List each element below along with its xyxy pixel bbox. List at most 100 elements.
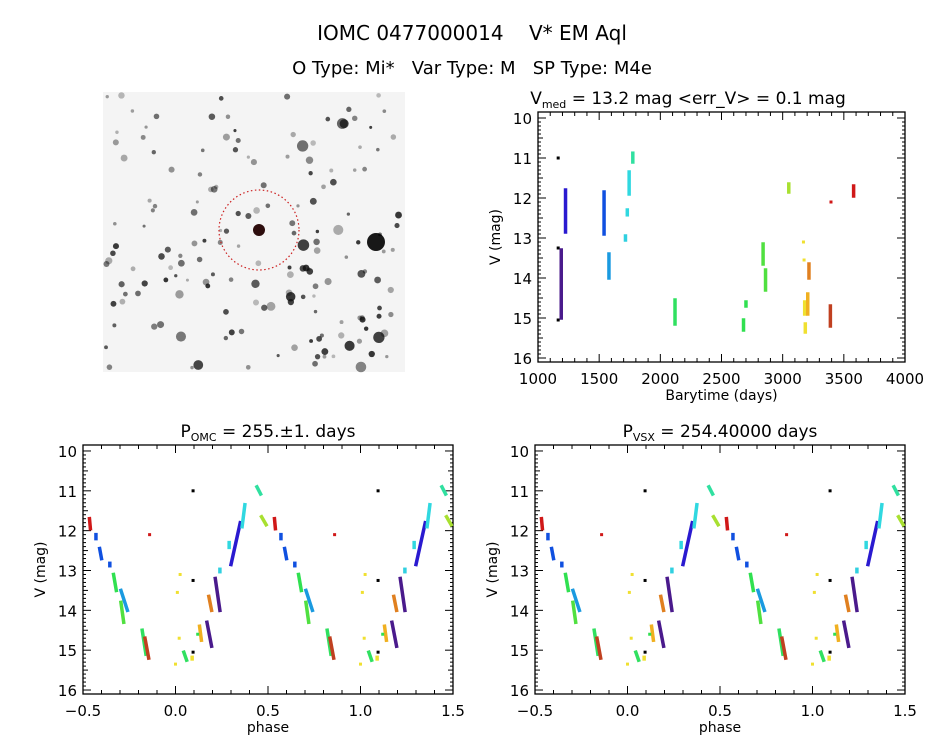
star bbox=[225, 114, 231, 120]
star bbox=[120, 154, 128, 162]
star bbox=[141, 280, 148, 287]
data-point-run bbox=[366, 649, 374, 663]
data-point bbox=[643, 489, 647, 493]
data-point-run bbox=[213, 576, 222, 613]
y-tick-label: 14 bbox=[510, 602, 529, 620]
data-point-run bbox=[282, 546, 289, 561]
data-point bbox=[629, 636, 633, 640]
data-point bbox=[626, 662, 629, 666]
star bbox=[232, 147, 239, 153]
data-point-run bbox=[896, 514, 906, 528]
star bbox=[178, 253, 183, 258]
star bbox=[363, 326, 369, 331]
star bbox=[196, 256, 203, 263]
y-tick-label: 14 bbox=[513, 270, 532, 288]
data-point bbox=[376, 650, 380, 654]
x-tick-label: 1000 bbox=[519, 370, 557, 388]
data-point bbox=[196, 632, 200, 636]
phase-plot-omc: POMC = 255.±1. days 10 11 12 13 14 15 16 −0.5 0.0… bbox=[33, 422, 465, 736]
bright-star bbox=[367, 233, 385, 251]
star bbox=[308, 171, 313, 176]
data-point bbox=[360, 590, 364, 594]
star bbox=[191, 240, 198, 247]
star bbox=[377, 305, 382, 311]
star bbox=[246, 155, 250, 159]
data-point-run bbox=[665, 576, 674, 613]
data-point bbox=[828, 578, 832, 582]
star bbox=[197, 172, 203, 177]
star bbox=[236, 244, 241, 248]
star bbox=[260, 182, 267, 189]
star bbox=[251, 279, 260, 288]
title-text: = 255.±1. days bbox=[217, 422, 356, 442]
data-point bbox=[363, 572, 367, 576]
data-point bbox=[178, 572, 182, 576]
star bbox=[289, 220, 296, 227]
star bbox=[376, 93, 381, 98]
plot-frame bbox=[537, 111, 906, 363]
data-point bbox=[381, 632, 385, 636]
star bbox=[245, 364, 251, 370]
star bbox=[333, 224, 344, 235]
x-tick-label: 0.0 bbox=[164, 702, 188, 720]
plot-frame bbox=[534, 444, 906, 695]
star bbox=[331, 354, 336, 359]
data-point-run bbox=[254, 484, 263, 497]
y-tick-label: 10 bbox=[510, 443, 529, 461]
star bbox=[352, 168, 357, 172]
star bbox=[324, 277, 332, 286]
data-point-run bbox=[413, 520, 428, 567]
star bbox=[153, 113, 160, 120]
star bbox=[346, 212, 350, 216]
data-point bbox=[333, 533, 337, 537]
data-point bbox=[376, 578, 380, 582]
data-point-run bbox=[87, 516, 93, 531]
star bbox=[291, 230, 297, 236]
x-tick-label: 3500 bbox=[825, 370, 863, 388]
star bbox=[235, 210, 241, 217]
x-tick-label: 0.5 bbox=[256, 702, 280, 720]
data-point bbox=[191, 489, 195, 493]
star bbox=[142, 224, 146, 228]
x-tick-label: 1.5 bbox=[441, 702, 465, 720]
data-point-run bbox=[181, 649, 189, 663]
star bbox=[321, 348, 329, 356]
data-point-run bbox=[296, 572, 304, 593]
data-point bbox=[802, 258, 806, 262]
data-point bbox=[600, 533, 604, 537]
y-tick-label: 13 bbox=[58, 562, 77, 580]
star bbox=[113, 221, 117, 226]
star bbox=[276, 354, 280, 358]
star bbox=[312, 283, 319, 290]
data-point bbox=[812, 590, 816, 594]
x-tick-label: 2500 bbox=[702, 370, 740, 388]
star bbox=[118, 281, 125, 288]
star bbox=[152, 203, 158, 209]
star bbox=[115, 130, 119, 134]
star bbox=[338, 332, 345, 339]
star bbox=[291, 344, 298, 351]
data-point bbox=[556, 246, 560, 250]
y-tick-label: 16 bbox=[513, 350, 532, 368]
data-point-run bbox=[877, 502, 884, 529]
y-tick-label: 14 bbox=[58, 602, 77, 620]
star bbox=[322, 354, 327, 359]
data-point-run bbox=[425, 502, 432, 529]
data-points bbox=[87, 484, 454, 666]
data-point bbox=[556, 318, 560, 322]
star bbox=[110, 300, 117, 307]
data-point-run bbox=[444, 514, 454, 528]
data-point-run bbox=[303, 600, 311, 625]
data-point bbox=[814, 636, 818, 640]
star bbox=[208, 186, 214, 193]
data-point bbox=[359, 662, 362, 666]
star bbox=[316, 335, 322, 342]
star bbox=[265, 203, 271, 209]
title-symbol: P bbox=[623, 422, 633, 442]
star bbox=[235, 137, 241, 144]
title-subscript: OMC bbox=[191, 431, 217, 444]
data-point bbox=[191, 650, 195, 654]
star bbox=[168, 265, 174, 271]
data-point-run bbox=[755, 600, 763, 625]
data-point bbox=[829, 200, 833, 204]
